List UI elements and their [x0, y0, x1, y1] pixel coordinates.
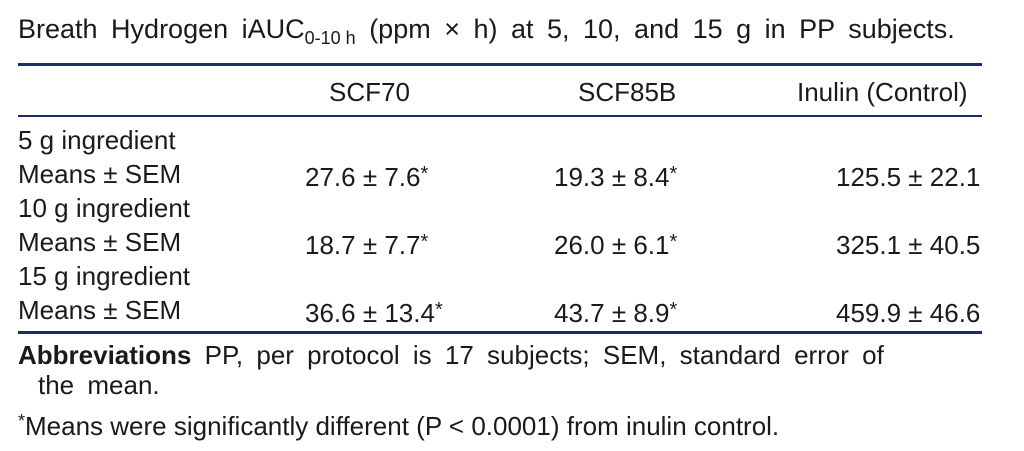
- footnote-mark: *: [18, 411, 26, 431]
- significance-mark: *: [420, 163, 429, 185]
- significance-text: Means were significantly different (P < …: [25, 411, 780, 441]
- table-cell: 325.1 ± 40.5: [836, 226, 980, 261]
- table-cell: 27.6 ± 7.6*: [305, 158, 428, 193]
- group-label: 10 g ingredient: [18, 193, 191, 223]
- table-caption: Breath Hydrogen iAUC0-10 h (ppm × h) at …: [18, 12, 955, 48]
- column-header-inulin: Inulin (Control): [797, 77, 968, 107]
- caption-subscript: 0-10 h: [304, 28, 356, 48]
- cell-value: 459.9 ± 46.6: [836, 298, 981, 328]
- stat-label: Means ± SEM: [18, 295, 182, 325]
- cell-value: 43.7 ± 8.9: [554, 298, 670, 328]
- abbreviations-continuation: the mean.: [38, 370, 160, 400]
- table-cell: 125.5 ± 22.1: [836, 158, 980, 193]
- table-cell: 459.9 ± 46.6: [836, 294, 980, 329]
- cell-value: 325.1 ± 40.5: [836, 230, 981, 260]
- stat-label: Means ± SEM: [18, 227, 182, 257]
- cell-value: 36.6 ± 13.4: [305, 298, 435, 328]
- cell-value: 18.7 ± 7.7: [305, 230, 421, 260]
- abbreviations-footnote: Abbreviations PP, per protocol is 17 sub…: [18, 340, 982, 400]
- significance-footnote: *Means were significantly different (P <…: [18, 406, 982, 441]
- cell-value: 125.5 ± 22.1: [836, 162, 981, 192]
- significance-mark: *: [434, 299, 443, 321]
- stat-label: Means ± SEM: [18, 159, 182, 189]
- significance-mark: *: [420, 231, 429, 253]
- group-label: 5 g ingredient: [18, 125, 176, 155]
- column-header-scf70: SCF70: [329, 77, 410, 107]
- table-cell: 19.3 ± 8.4*: [554, 158, 677, 193]
- significance-mark: *: [669, 163, 678, 185]
- cell-value: 27.6 ± 7.6: [305, 162, 421, 192]
- column-header-scf85b: SCF85B: [578, 77, 677, 107]
- abbreviations-lead: Abbreviations: [18, 340, 192, 370]
- caption-main: Breath Hydrogen iAUC: [18, 14, 305, 44]
- bottom-rule: [18, 331, 982, 334]
- significance-mark: *: [669, 231, 678, 253]
- table-cell: 36.6 ± 13.4*: [305, 294, 443, 329]
- top-rule: [18, 63, 982, 66]
- group-label: 15 g ingredient: [18, 261, 191, 291]
- significance-mark: *: [669, 299, 678, 321]
- cell-value: 26.0 ± 6.1: [554, 230, 670, 260]
- caption-rest: (ppm × h) at 5, 10, and 15 g in PP subje…: [355, 14, 955, 44]
- table-cell: 43.7 ± 8.9*: [554, 294, 677, 329]
- table-cell: 26.0 ± 6.1*: [554, 226, 677, 261]
- abbreviations-text: PP, per protocol is 17 subjects; SEM, st…: [191, 340, 884, 370]
- table-cell: 18.7 ± 7.7*: [305, 226, 428, 261]
- cell-value: 19.3 ± 8.4: [554, 162, 670, 192]
- header-rule: [18, 115, 982, 117]
